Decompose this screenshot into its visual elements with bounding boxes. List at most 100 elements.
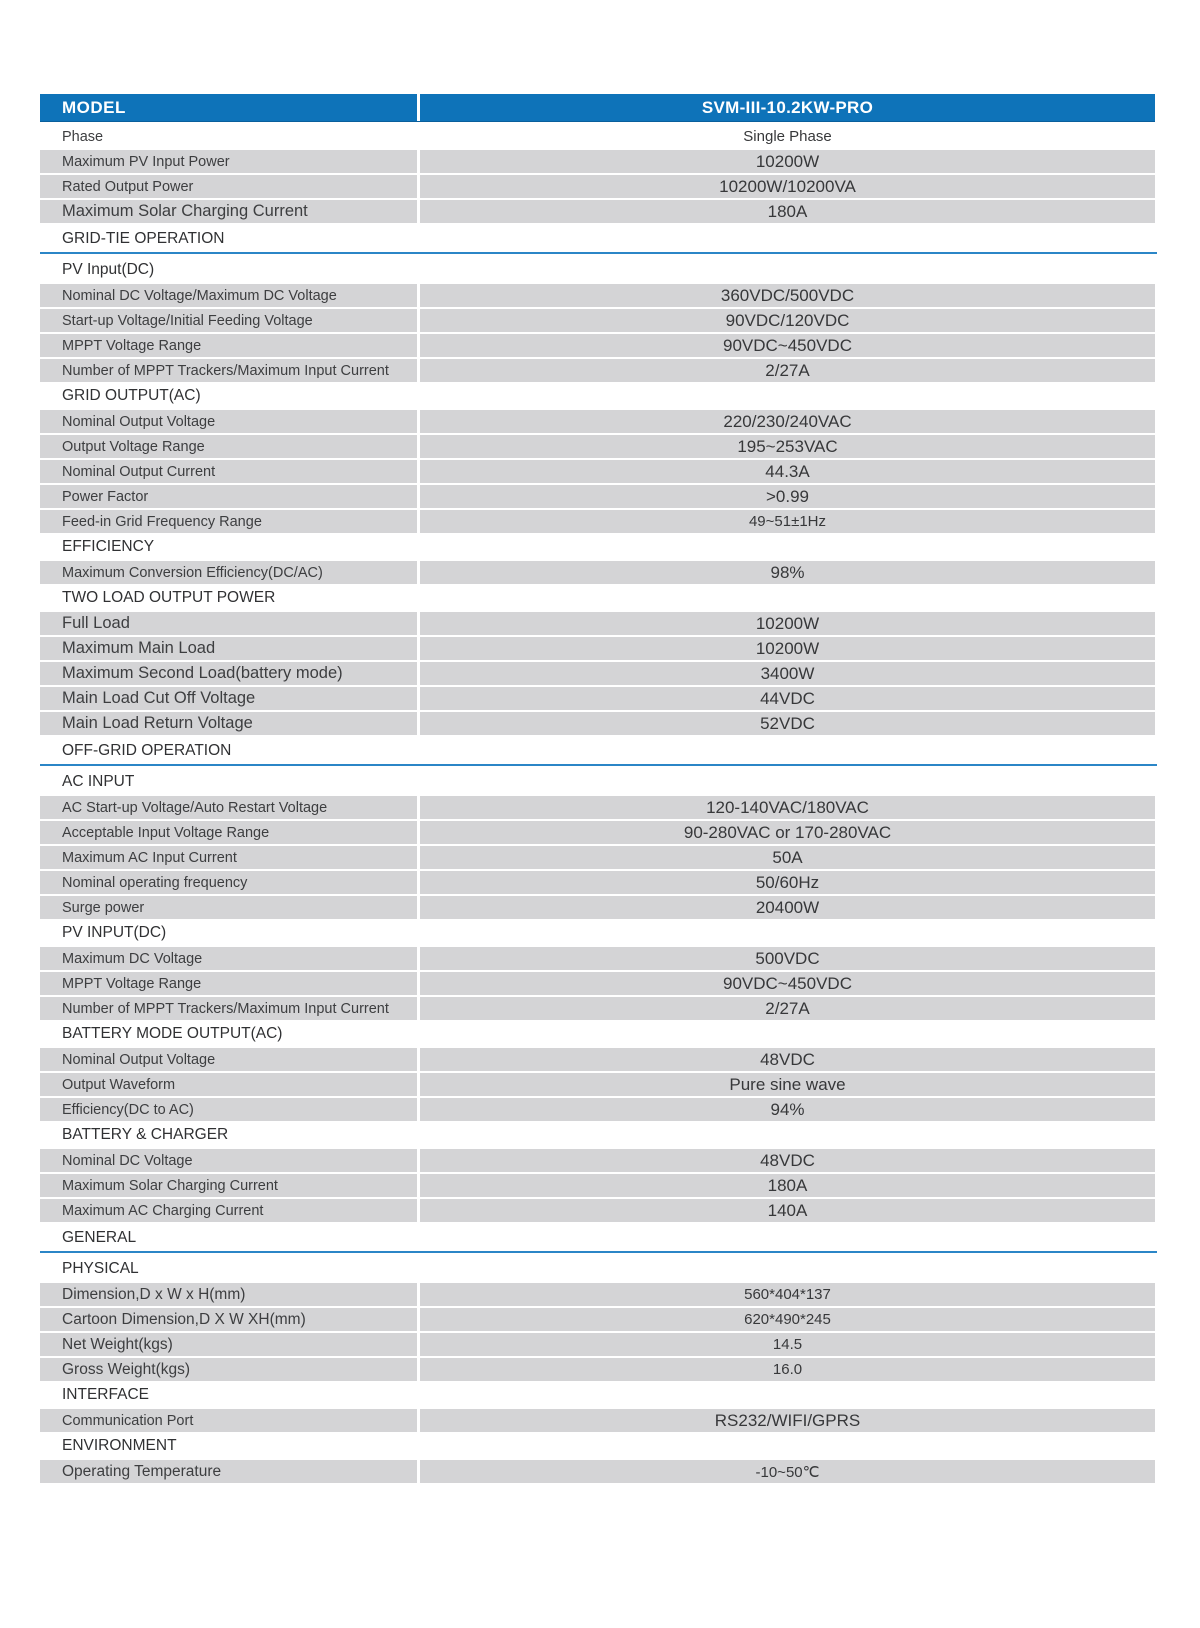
spec-value: 49~51±1Hz: [420, 510, 1155, 533]
section-header: BATTERY & CHARGER: [40, 1123, 1155, 1147]
spec-row: Maximum Second Load(battery mode) 3400W: [40, 662, 1155, 685]
spec-label: Maximum Conversion Efficiency(DC/AC): [40, 561, 417, 584]
spec-row: Full Load 10200W: [40, 612, 1155, 635]
spec-value: 500VDC: [420, 947, 1155, 970]
spec-label: Output Voltage Range: [40, 435, 417, 458]
spec-label: Output Waveform: [40, 1073, 417, 1096]
column-divider: [417, 687, 420, 710]
spec-row: Dimension,D x W x H(mm) 560*404*137: [40, 1283, 1155, 1306]
spec-label: Nominal Output Current: [40, 460, 417, 483]
spec-value: 180A: [420, 1174, 1155, 1197]
spec-value: 98%: [420, 561, 1155, 584]
table-header-row: MODEL SVM-III-10.2KW-PRO: [40, 94, 1155, 122]
spec-row: Nominal Output Voltage 220/230/240VAC: [40, 410, 1155, 433]
column-divider: [417, 612, 420, 635]
spec-label: Number of MPPT Trackers/Maximum Input Cu…: [40, 359, 417, 382]
section-header-underlined: OFF-GRID OPERATION: [40, 737, 1157, 766]
spec-row: Maximum Main Load 10200W: [40, 637, 1155, 660]
spec-label: Acceptable Input Voltage Range: [40, 821, 417, 844]
section-title: PHYSICAL: [62, 1260, 139, 1277]
column-divider: [417, 359, 420, 382]
spec-value: 44VDC: [420, 687, 1155, 710]
spec-value: 20400W: [420, 896, 1155, 919]
spec-value: 90VDC/120VDC: [420, 309, 1155, 332]
spec-row: Nominal operating frequency 50/60Hz: [40, 871, 1155, 894]
spec-label: Maximum DC Voltage: [40, 947, 417, 970]
spec-value: 140A: [420, 1199, 1155, 1222]
spec-value: 10200W: [420, 637, 1155, 660]
spec-row: Main Load Return Voltage 52VDC: [40, 712, 1155, 735]
spec-label: Operating Temperature: [40, 1460, 417, 1483]
spec-label: Feed-in Grid Frequency Range: [40, 510, 417, 533]
spec-label: Nominal DC Voltage/Maximum DC Voltage: [40, 284, 417, 307]
spec-label: Communication Port: [40, 1409, 417, 1432]
column-divider: [417, 1460, 420, 1483]
spec-label: Full Load: [40, 612, 417, 635]
spec-value: 48VDC: [420, 1149, 1155, 1172]
spec-row: Cartoon Dimension,D X W XH(mm) 620*490*24…: [40, 1308, 1155, 1331]
spec-label: MPPT Voltage Range: [40, 334, 417, 357]
section-header: BATTERY MODE OUTPUT(AC): [40, 1022, 1155, 1046]
spec-row: Surge power 20400W: [40, 896, 1155, 919]
spec-row: Net Weight(kgs) 14.5: [40, 1333, 1155, 1356]
spec-label: Nominal DC Voltage: [40, 1149, 417, 1172]
spec-label: Main Load Cut Off Voltage: [40, 687, 417, 710]
column-divider: [417, 1098, 420, 1121]
section-title: OFF-GRID OPERATION: [62, 741, 232, 759]
column-divider: [417, 175, 420, 198]
column-divider: [417, 125, 420, 148]
column-divider: [417, 94, 420, 121]
spec-value: 50/60Hz: [420, 871, 1155, 894]
column-divider: [417, 637, 420, 660]
spec-row: Power Factor >0.99: [40, 485, 1155, 508]
column-divider: [417, 334, 420, 357]
spec-value: -10~50℃: [420, 1460, 1155, 1483]
spec-value: Pure sine wave: [420, 1073, 1155, 1096]
spec-label: Cartoon Dimension,D X W XH(mm): [40, 1308, 417, 1331]
spec-label: Surge power: [40, 896, 417, 919]
section-title: PV Input(DC): [62, 261, 155, 278]
spec-value: 120-140VAC/180VAC: [420, 796, 1155, 819]
spec-label: AC Start-up Voltage/Auto Restart Voltage: [40, 796, 417, 819]
section-header: GRID OUTPUT(AC): [40, 384, 1155, 408]
spec-label: Rated Output Power: [40, 175, 417, 198]
spec-value: 90-280VAC or 170-280VAC: [420, 821, 1155, 844]
spec-value: 14.5: [420, 1333, 1155, 1356]
spec-row: Operating Temperature -10~50℃: [40, 1460, 1155, 1483]
section-header-underlined: GENERAL: [40, 1224, 1157, 1253]
spec-value: 3400W: [420, 662, 1155, 685]
section-header: ENVIRONMENT: [40, 1434, 1155, 1458]
column-divider: [417, 510, 420, 533]
spec-row: Maximum AC Input Current 50A: [40, 846, 1155, 869]
column-divider: [417, 284, 420, 307]
spec-row: Nominal Output Current 44.3A: [40, 460, 1155, 483]
model-value-cell: SVM-III-10.2KW-PRO: [420, 94, 1155, 121]
spec-value: 94%: [420, 1098, 1155, 1121]
spec-label: Power Factor: [40, 485, 417, 508]
spec-row: Number of MPPT Trackers/Maximum Input Cu…: [40, 997, 1155, 1020]
spec-row: Number of MPPT Trackers/Maximum Input Cu…: [40, 359, 1155, 382]
spec-row: MPPT Voltage Range 90VDC~450VDC: [40, 334, 1155, 357]
spec-value: 2/27A: [420, 997, 1155, 1020]
section-header: PV Input(DC): [40, 258, 1155, 282]
spec-label: Maximum AC Charging Current: [40, 1199, 417, 1222]
spec-row: AC Start-up Voltage/Auto Restart Voltage…: [40, 796, 1155, 819]
column-divider: [417, 1149, 420, 1172]
column-divider: [417, 1409, 420, 1432]
spec-value: 50A: [420, 846, 1155, 869]
spec-rows-container: Phase Single Phase Maximum PV Input Power 1…: [40, 125, 1157, 1483]
column-divider: [417, 1073, 420, 1096]
section-title: BATTERY & CHARGER: [62, 1126, 229, 1143]
column-divider: [417, 1283, 420, 1306]
spec-value: 180A: [420, 200, 1155, 223]
column-divider: [417, 871, 420, 894]
spec-label: Phase: [40, 125, 417, 148]
spec-label: Maximum PV Input Power: [40, 150, 417, 173]
spec-row: Maximum DC Voltage 500VDC: [40, 947, 1155, 970]
spec-label: Nominal Output Voltage: [40, 410, 417, 433]
section-title: TWO LOAD OUTPUT POWER: [62, 589, 276, 606]
spec-label: Maximum Main Load: [40, 637, 417, 660]
section-header: EFFICIENCY: [40, 535, 1155, 559]
section-title: PV INPUT(DC): [62, 924, 167, 941]
